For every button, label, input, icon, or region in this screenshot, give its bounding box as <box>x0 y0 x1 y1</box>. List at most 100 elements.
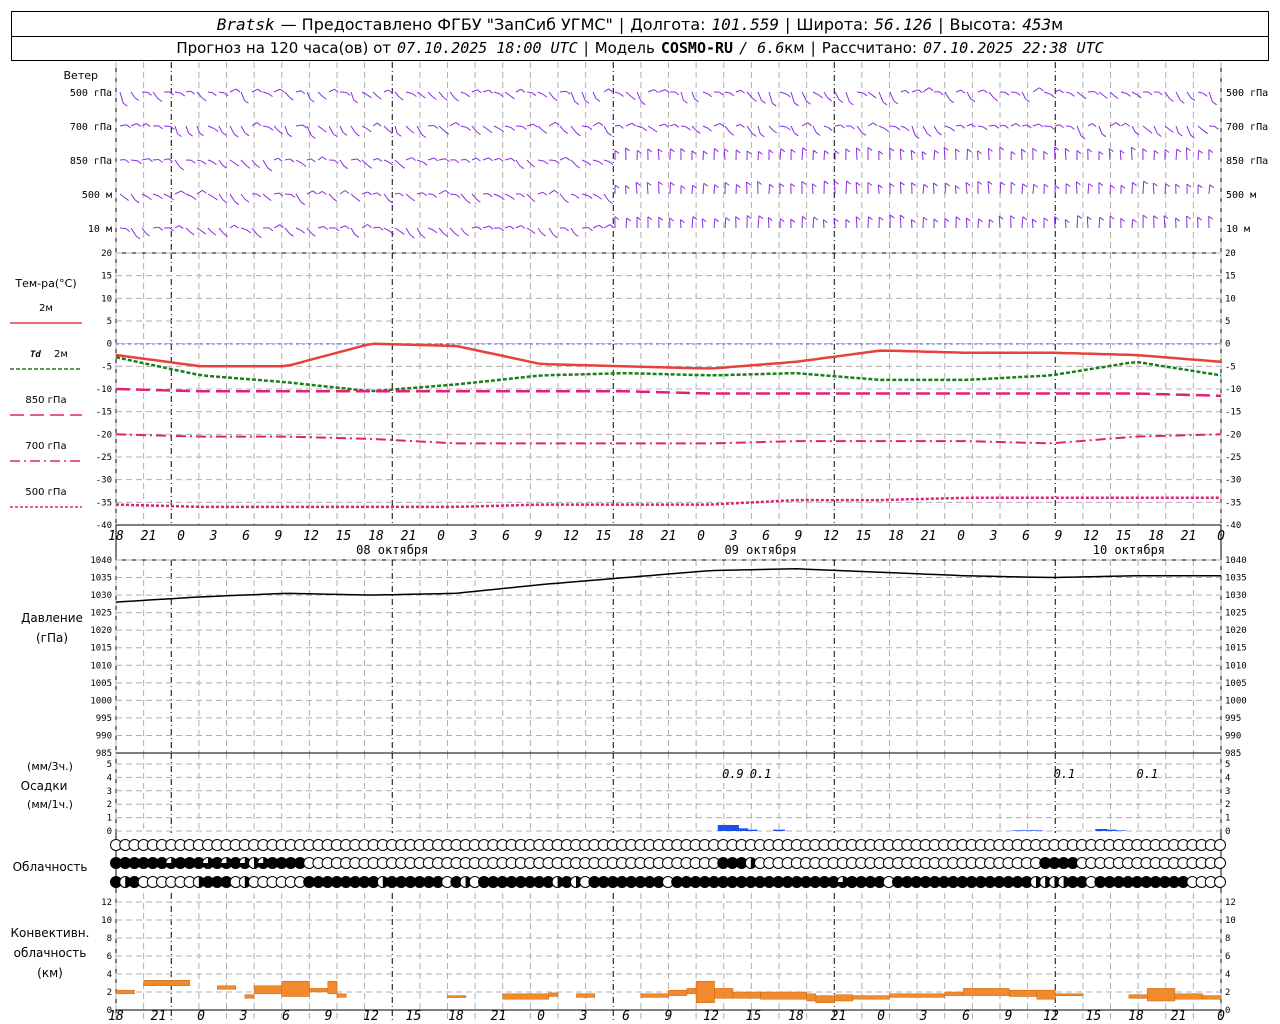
wind-barb-staff <box>923 184 924 194</box>
wind-barb-flag <box>422 134 426 137</box>
wind-barb-flag <box>786 127 790 130</box>
precip-tick-left: 5 <box>107 760 112 770</box>
wind-barb-flag <box>146 233 150 236</box>
wind-barb-flag <box>967 149 971 152</box>
wind-barb-flag <box>637 150 641 153</box>
wind-barb-flag <box>301 202 305 205</box>
wind-barb-flag <box>223 165 227 168</box>
wind-barb-flag <box>726 218 730 221</box>
wind-barb-flag <box>608 89 612 92</box>
pressure-tick-right: 990 <box>1225 731 1241 741</box>
wind-barb-staff <box>911 219 912 228</box>
conv-block <box>733 992 761 998</box>
wind-barb-staff <box>571 160 576 165</box>
wind-barb-staff <box>758 126 760 134</box>
temp-tick-left: -25 <box>96 453 112 463</box>
wind-barb-flag <box>575 102 579 105</box>
wind-barb-staff <box>263 126 269 127</box>
wind-barb-flag <box>256 165 260 168</box>
cloud-circle <box>1215 877 1226 888</box>
wind-barb-staff <box>626 123 632 126</box>
wind-barb-flag <box>1011 151 1015 154</box>
wind-barb-flag <box>1099 183 1103 186</box>
wind-barb-staff <box>1176 92 1180 100</box>
wind-barb-staff <box>406 194 411 198</box>
precip-label: 0.1 <box>1136 767 1158 781</box>
wind-barb-flag <box>399 193 403 196</box>
wind-barb-flag <box>1023 217 1027 220</box>
wind-barb-flag <box>123 103 127 106</box>
wind-barb-flag <box>934 219 938 222</box>
wind-barb-flag <box>675 124 679 127</box>
wind-barb-flag <box>1016 92 1020 95</box>
wind-barb-flag <box>179 226 183 229</box>
temp-legend-1: Td 2м <box>10 349 82 369</box>
hour-label: 6 <box>502 529 510 544</box>
wind-barb-staff <box>428 228 433 230</box>
conv-block <box>963 988 1009 995</box>
precip-tick-right: 3 <box>1225 787 1230 797</box>
temp-legend-label: 500 гПа <box>25 487 66 498</box>
wind-barb-staff <box>384 228 390 231</box>
wind-barb-staff <box>1143 126 1148 130</box>
wind-barb-flag <box>736 184 740 187</box>
wind-barb-staff <box>593 92 596 98</box>
pressure-title: Давление <box>21 611 83 625</box>
wind-barb-staff <box>1011 123 1016 126</box>
pressure-tick-left: 990 <box>96 731 112 741</box>
wind-barb-staff <box>329 89 334 92</box>
wind-barb-staff <box>296 91 301 92</box>
pressure-tick-left: 1005 <box>90 679 112 689</box>
wind-barb-flag <box>301 230 305 233</box>
wind-barb-flag <box>961 90 965 93</box>
wind-barb-staff <box>890 92 894 101</box>
wind-barb-staff <box>978 126 983 127</box>
wind-barb-flag <box>126 125 130 128</box>
wind-barb-staff <box>1154 150 1155 160</box>
wind-barb-flag <box>566 91 570 94</box>
wind-barb-flag <box>772 103 776 106</box>
wind-barb-staff <box>890 126 896 127</box>
precip-tick-left: 4 <box>107 773 112 783</box>
wind-barb-staff <box>241 160 246 165</box>
temp-tick-right: -10 <box>1225 385 1241 395</box>
wind-barb-flag <box>1039 88 1043 91</box>
wind-barb-flag <box>615 217 619 220</box>
wind-barb-flag <box>278 158 282 161</box>
wind-barb-staff <box>1209 92 1213 102</box>
wind-barb-flag <box>1198 185 1202 188</box>
wind-barb-staff <box>944 147 945 160</box>
wind-barb-staff <box>318 157 322 160</box>
hour-label-bottom: 0 <box>1217 1009 1225 1024</box>
wind-barb-staff <box>571 194 575 195</box>
wind-barb-flag <box>488 130 492 133</box>
hour-label-bottom: 6 <box>962 1009 970 1024</box>
wind-barb-staff <box>856 148 857 160</box>
wind-barb-staff <box>978 90 983 92</box>
wind-barb-flag <box>377 123 381 126</box>
wind-barb-flag <box>1148 92 1152 95</box>
wind-barb-flag <box>170 228 174 231</box>
wind-barb-staff <box>494 158 499 160</box>
wind-barb-staff <box>878 185 879 194</box>
wind-barb-flag <box>681 149 685 152</box>
wind-barb-staff <box>439 228 444 234</box>
wind-barb-staff <box>472 227 478 228</box>
wind-barb-flag <box>675 92 679 95</box>
wind-barb-staff <box>241 92 244 100</box>
wind-barb-flag <box>531 164 535 167</box>
wind-barb-flag <box>1155 150 1159 153</box>
wind-barb-staff <box>593 123 599 126</box>
wind-barb-flag <box>191 160 195 163</box>
temp-tick-left: 15 <box>101 272 112 282</box>
wind-barb-flag <box>1199 150 1203 153</box>
wind-level-label-right: 850 гПа <box>1226 156 1268 167</box>
wind-barb-flag <box>1077 151 1081 154</box>
wind-barb-flag <box>599 162 603 165</box>
wind-level-label-right: 500 м <box>1226 190 1256 201</box>
wind-barb-staff <box>615 92 619 93</box>
wind-barb-flag <box>576 133 580 136</box>
wind-barb-staff <box>966 218 967 228</box>
wind-barb-flag <box>983 127 987 130</box>
wind-barb-flag <box>896 127 900 130</box>
